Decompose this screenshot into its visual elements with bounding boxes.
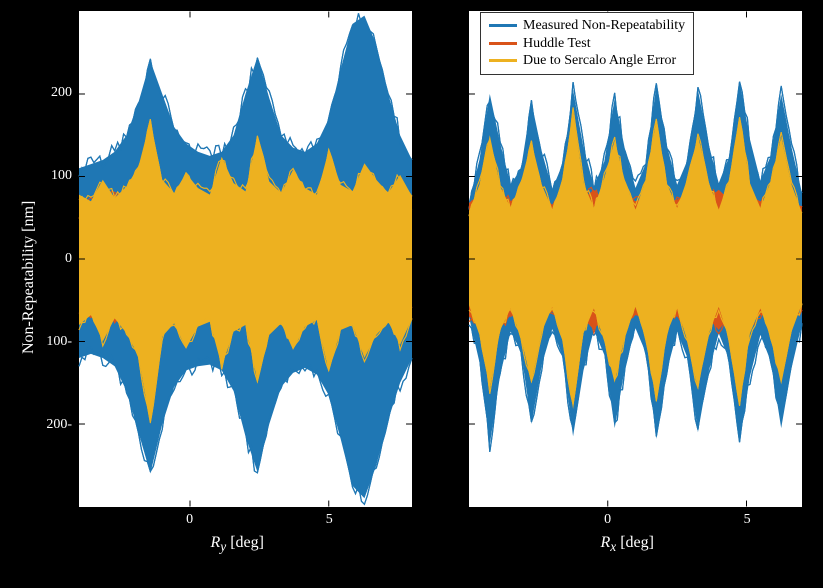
- legend-swatch: [489, 42, 517, 45]
- x-axis-label-left: Ry [deg]: [211, 534, 264, 555]
- right-panel: [468, 10, 803, 508]
- legend-swatch: [489, 59, 517, 62]
- legend-label: Huddle Test: [523, 35, 591, 53]
- x-tick-label: 0: [186, 512, 193, 528]
- left-panel: [78, 10, 413, 508]
- y-axis-label-left: Non-Repeatability [nm]: [20, 201, 38, 354]
- legend: Measured Non-RepeatabilityHuddle TestDue…: [480, 12, 694, 75]
- x-tick-label: 0: [604, 512, 611, 528]
- legend-label: Due to Sercalo Angle Error: [523, 52, 676, 70]
- legend-swatch: [489, 24, 517, 27]
- y-tick-label: 0: [65, 251, 72, 267]
- y-tick-label: 200: [51, 85, 72, 101]
- x-axis-label-right: Rx [deg]: [601, 534, 654, 555]
- y-tick-label: 100: [51, 168, 72, 184]
- x-tick-label: 5: [744, 512, 751, 528]
- x-tick-label: 5: [326, 512, 333, 528]
- y-tick-label: -200: [46, 417, 72, 433]
- right-plot-area: [469, 11, 802, 507]
- legend-item: Due to Sercalo Angle Error: [489, 52, 685, 70]
- legend-item: Measured Non-Repeatability: [489, 17, 685, 35]
- legend-label: Measured Non-Repeatability: [523, 17, 685, 35]
- legend-item: Huddle Test: [489, 35, 685, 53]
- figure: Non-Repeatability [nm] Ry [deg] Rx [deg]…: [0, 0, 823, 588]
- y-tick-label: -100: [46, 334, 72, 350]
- left-plot-area: [79, 11, 412, 507]
